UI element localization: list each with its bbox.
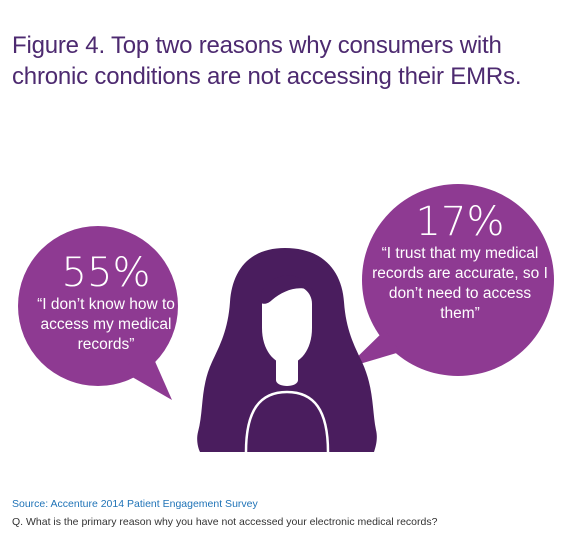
left-bubble-text: 55% “I don’t know how to access my medic… bbox=[26, 251, 186, 355]
right-percentage: 17% bbox=[415, 199, 505, 245]
left-percentage: 55% bbox=[61, 250, 151, 296]
right-bubble-text: 17% “I trust that my medical records are… bbox=[370, 200, 550, 324]
woman-silhouette-icon bbox=[197, 248, 377, 453]
left-quote: “I don’t know how to access my medical r… bbox=[37, 296, 175, 353]
chart-title: Figure 4. Top two reasons why consumers … bbox=[12, 32, 522, 90]
right-quote: “I trust that my medical records are acc… bbox=[372, 245, 548, 322]
survey-question: Q. What is the primary reason why you ha… bbox=[12, 516, 438, 528]
left-speech-bubble bbox=[18, 226, 178, 400]
source-note: Source: Accenture 2014 Patient Engagemen… bbox=[12, 498, 258, 510]
